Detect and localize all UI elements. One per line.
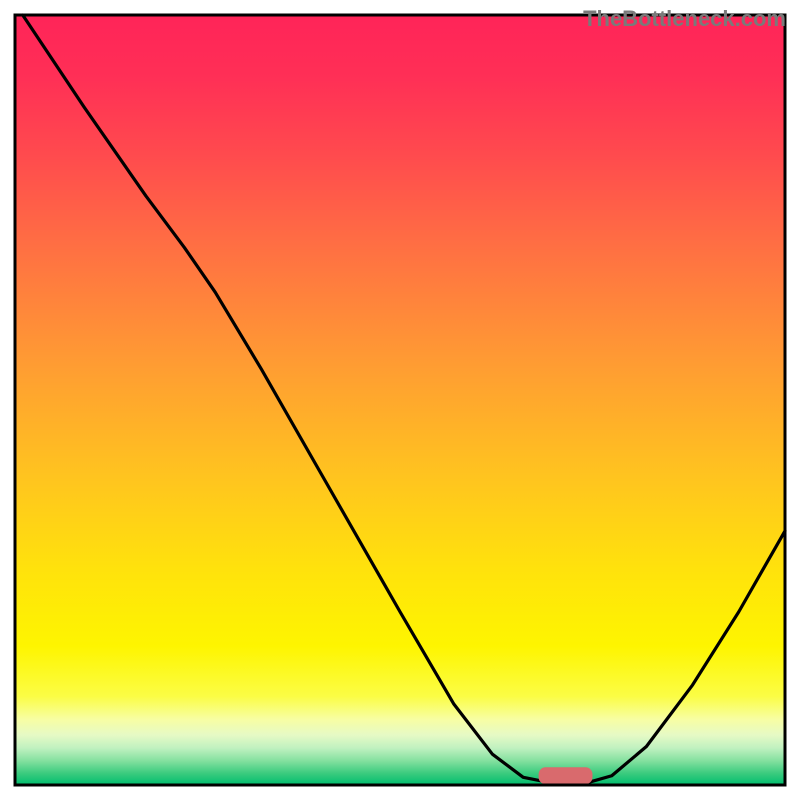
bottleneck-chart: TheBottleneck.com [0,0,800,800]
gradient-background [15,15,785,785]
optimal-marker [539,767,593,784]
chart-svg [0,0,800,800]
